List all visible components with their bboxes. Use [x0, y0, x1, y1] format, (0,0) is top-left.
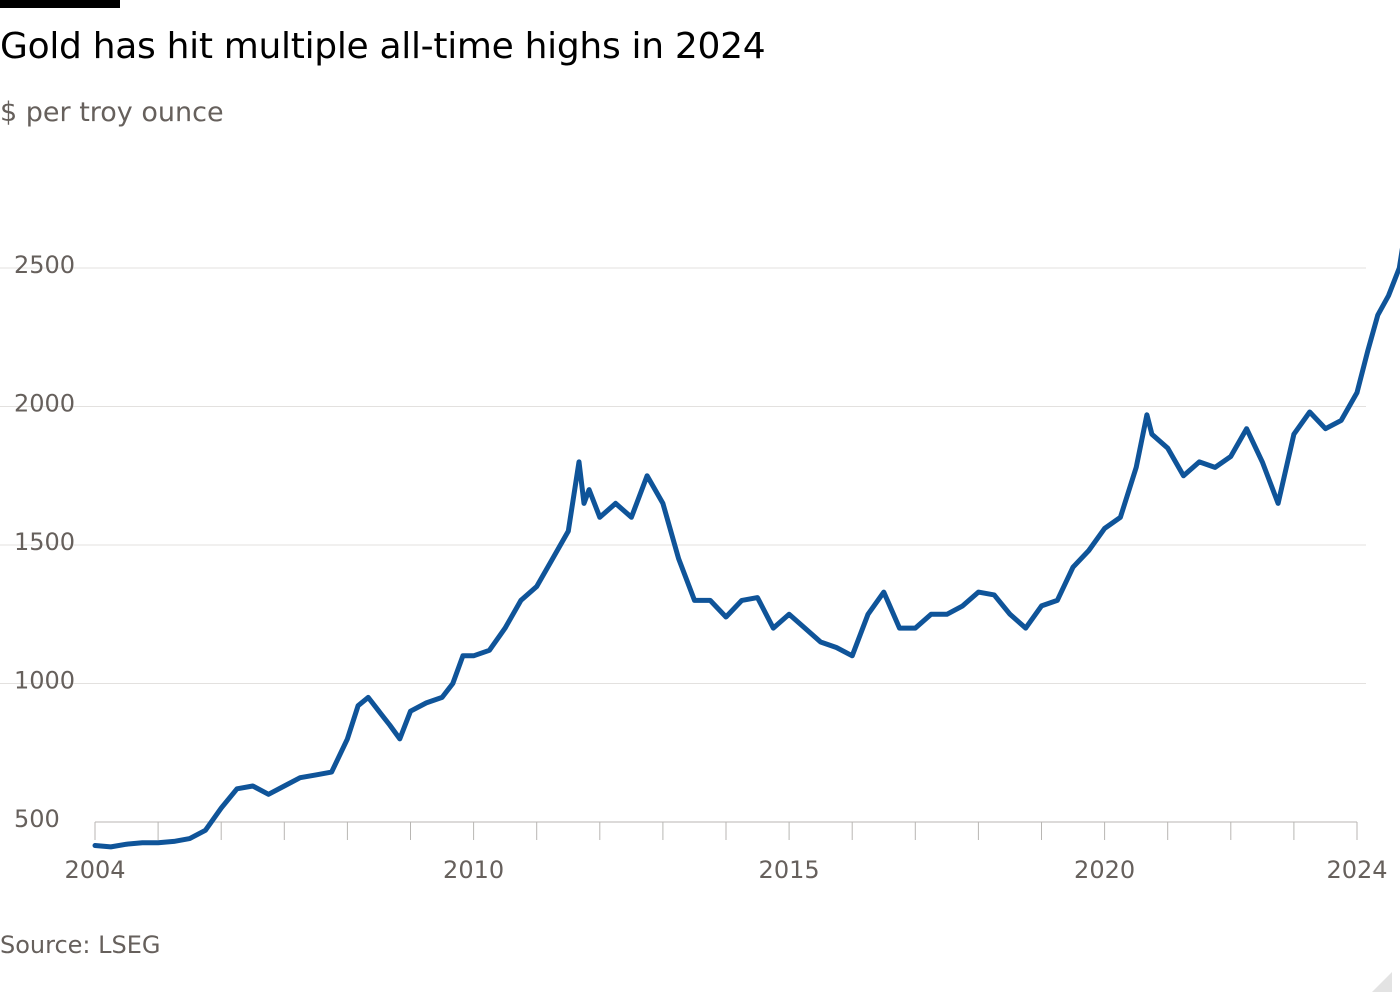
- y-tick-label: 2500: [14, 251, 75, 279]
- source-note: Source: LSEG: [0, 931, 161, 959]
- y-tick-label: 500: [14, 805, 60, 833]
- series-layer: [92, 247, 1400, 850]
- y-tick-label: 2000: [14, 390, 75, 418]
- top-rule: [0, 0, 120, 8]
- x-tick-label: 2020: [1074, 856, 1135, 884]
- y-tick-labels: 500 1000 1500 2000 2500: [14, 251, 75, 833]
- series-line: [92, 247, 1400, 850]
- y-tick-label: 1000: [14, 667, 75, 695]
- x-tick-label: 2004: [64, 856, 125, 884]
- y-tick-label: 1500: [14, 528, 75, 556]
- grid-lines: [0, 267, 1366, 684]
- x-tick-label: 2010: [443, 856, 504, 884]
- resize-corner-icon: [1372, 972, 1392, 992]
- chart-subtitle: $ per troy ounce: [0, 97, 224, 128]
- x-axis: 2004 2010 2015 2020 2024: [64, 821, 1388, 884]
- x-tick-label: 2015: [759, 856, 820, 884]
- x-tick-label: 2024: [1326, 856, 1387, 884]
- chart-title: Gold has hit multiple all-time highs in …: [0, 26, 766, 67]
